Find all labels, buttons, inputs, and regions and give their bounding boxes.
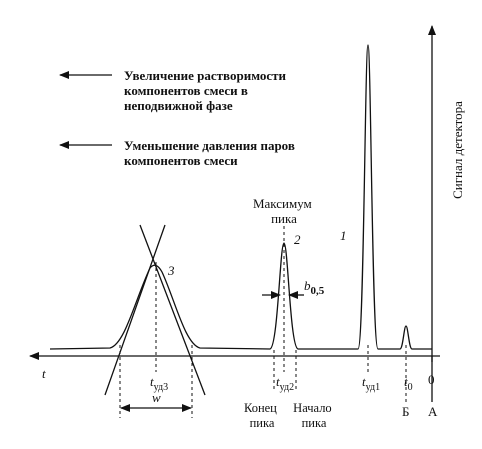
y-axis-label: Сигнал детектора (450, 101, 465, 199)
peak-max-label: Максимум пика (253, 196, 315, 226)
peak-start-label: Начало пика (293, 401, 335, 430)
width-label: w (152, 390, 161, 405)
tangent (139, 224, 206, 396)
peak-end-label: Конец пика (244, 401, 280, 430)
half-width-label: b0,5 (304, 278, 325, 297)
note: Уменьшение давления паров компонентов см… (124, 138, 298, 168)
peak-number: 3 (167, 263, 175, 278)
time-label: 0 (428, 372, 435, 387)
time-label: t0 (404, 374, 413, 393)
peak-number: 1 (340, 228, 347, 243)
point-label: Б (402, 404, 409, 419)
peak-number: 2 (294, 232, 301, 247)
note: Увеличение растворимости компонентов сме… (124, 68, 289, 113)
point-label: А (428, 404, 438, 419)
time-label: tуд1 (362, 374, 380, 393)
time-label: tуд2 (276, 374, 294, 393)
x-axis-label: t (42, 366, 46, 381)
signal-curve (49, 44, 432, 350)
time-label: tуд3 (150, 374, 168, 393)
tangent (104, 224, 166, 396)
